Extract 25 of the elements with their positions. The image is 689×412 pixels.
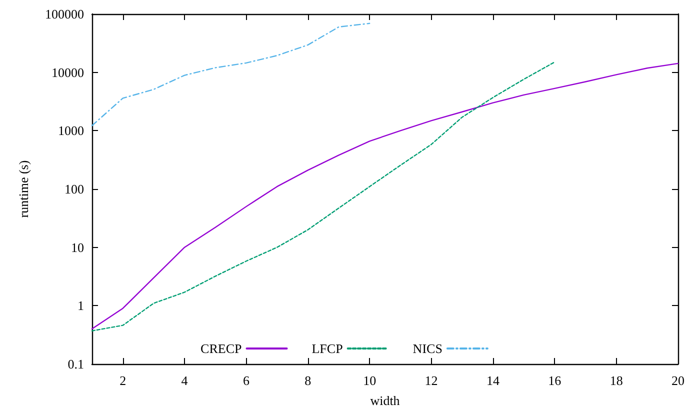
- y-axis-title: runtime (s): [16, 160, 31, 218]
- x-tick-label: 20: [672, 373, 684, 388]
- legend-label: LFCP: [312, 341, 343, 356]
- legend-label: CRECP: [200, 341, 242, 356]
- legend-label: NICS: [412, 341, 442, 356]
- y-tick-label: 100000: [45, 6, 84, 22]
- y-tick-label: 10000: [52, 64, 84, 80]
- x-tick-label: 14: [486, 373, 500, 388]
- x-tick-label: 6: [242, 373, 250, 388]
- y-tick-label: 100: [64, 182, 84, 196]
- y-tick-label: 1: [78, 298, 84, 314]
- line-series: [91, 62, 679, 330]
- y-tick-label: 10: [71, 240, 84, 255]
- y-tick-label: 1000: [58, 123, 84, 138]
- y-tick-label: 0.1: [68, 356, 84, 372]
- line-series: [91, 61, 556, 332]
- x-tick-label: 10: [363, 373, 376, 388]
- x-tick-label: 4: [181, 373, 188, 388]
- x-axis-title: width: [370, 393, 400, 408]
- x-tick-label: 2: [120, 373, 126, 388]
- x-tick-label: 8: [304, 373, 312, 388]
- line-series: [91, 22, 370, 126]
- x-tick-label: 12: [424, 373, 438, 388]
- x-tick-label: 18: [610, 373, 623, 388]
- x-tick-label: 16: [548, 373, 562, 388]
